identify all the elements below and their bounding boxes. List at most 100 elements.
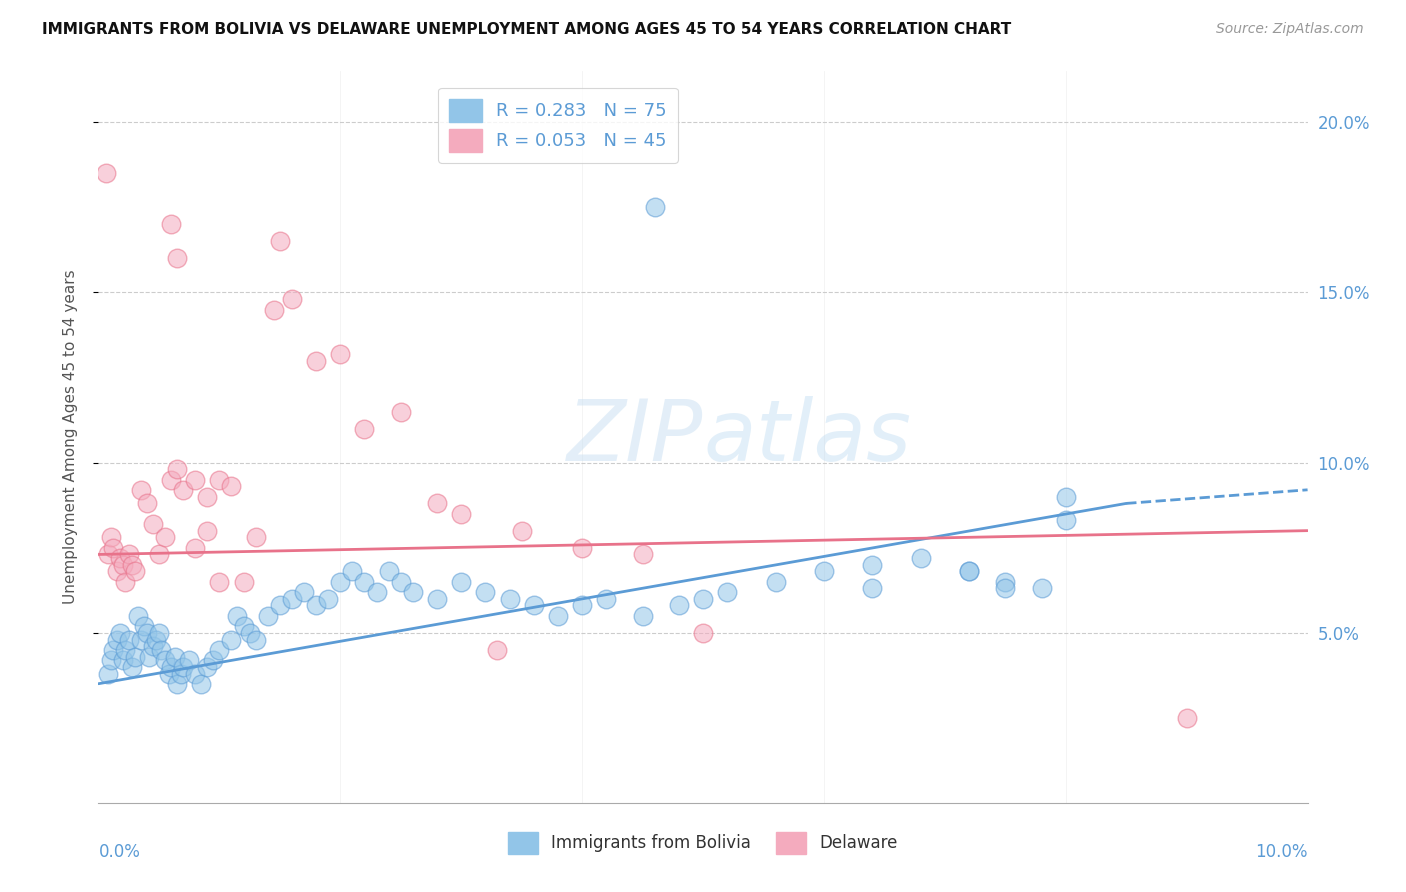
Point — [105, 632, 128, 647]
Point — [97, 548, 120, 562]
Point — [135, 625, 157, 640]
Point — [184, 473, 207, 487]
Point — [135, 496, 157, 510]
Point — [142, 640, 165, 654]
Point — [571, 541, 593, 555]
Point — [172, 659, 194, 673]
Point — [474, 585, 496, 599]
Point — [957, 565, 980, 579]
Point — [114, 642, 136, 657]
Point — [329, 574, 352, 589]
Point — [860, 558, 883, 572]
Point — [692, 625, 714, 640]
Point — [153, 531, 176, 545]
Point — [145, 632, 167, 647]
Point — [510, 524, 533, 538]
Text: ZIP: ZIP — [567, 395, 703, 479]
Point — [142, 516, 165, 531]
Point — [118, 548, 141, 562]
Text: IMMIGRANTS FROM BOLIVIA VS DELAWARE UNEMPLOYMENT AMONG AGES 45 TO 54 YEARS CORRE: IMMIGRANTS FROM BOLIVIA VS DELAWARE UNEM… — [42, 22, 1011, 37]
Point — [716, 585, 738, 599]
Point — [121, 558, 143, 572]
Point — [160, 473, 183, 487]
Point — [221, 632, 243, 647]
Point — [342, 565, 364, 579]
Point — [402, 585, 425, 599]
Text: 10.0%: 10.0% — [1256, 843, 1308, 861]
Point — [389, 404, 412, 418]
Point — [239, 625, 262, 640]
Point — [108, 550, 131, 565]
Point — [138, 649, 160, 664]
Point — [644, 201, 666, 215]
Point — [994, 582, 1017, 596]
Text: Source: ZipAtlas.com: Source: ZipAtlas.com — [1216, 22, 1364, 37]
Point — [153, 653, 176, 667]
Point — [124, 565, 146, 579]
Text: atlas: atlas — [703, 395, 911, 479]
Point — [668, 599, 690, 613]
Point — [108, 625, 131, 640]
Point — [245, 531, 267, 545]
Point — [232, 574, 254, 589]
Point — [523, 599, 546, 613]
Point — [426, 591, 449, 606]
Point — [129, 632, 152, 647]
Point — [547, 608, 569, 623]
Point — [163, 649, 186, 664]
Point — [305, 599, 328, 613]
Y-axis label: Unemployment Among Ages 45 to 54 years: Unemployment Among Ages 45 to 54 years — [63, 269, 77, 605]
Point — [316, 591, 339, 606]
Point — [184, 666, 207, 681]
Point — [1054, 513, 1077, 527]
Point — [269, 599, 291, 613]
Point — [195, 659, 218, 673]
Point — [957, 565, 980, 579]
Point — [101, 642, 124, 657]
Point — [157, 666, 180, 681]
Point — [426, 496, 449, 510]
Point — [292, 585, 315, 599]
Point — [129, 483, 152, 497]
Point — [134, 619, 156, 633]
Point — [190, 677, 212, 691]
Point — [329, 347, 352, 361]
Point — [631, 548, 654, 562]
Point — [226, 608, 249, 623]
Point — [486, 642, 509, 657]
Point — [101, 541, 124, 555]
Point — [179, 653, 201, 667]
Point — [169, 666, 191, 681]
Point — [124, 649, 146, 664]
Point — [692, 591, 714, 606]
Point — [305, 353, 328, 368]
Point — [208, 473, 231, 487]
Point — [281, 293, 304, 307]
Point — [166, 677, 188, 691]
Point — [389, 574, 412, 589]
Point — [595, 591, 617, 606]
Point — [150, 642, 173, 657]
Point — [450, 507, 472, 521]
Point — [100, 653, 122, 667]
Point — [202, 653, 225, 667]
Point — [245, 632, 267, 647]
Point — [1031, 582, 1053, 596]
Point — [377, 565, 399, 579]
Point — [450, 574, 472, 589]
Point — [353, 421, 375, 435]
Point — [860, 582, 883, 596]
Point — [813, 565, 835, 579]
Point — [148, 548, 170, 562]
Point — [118, 632, 141, 647]
Point — [208, 642, 231, 657]
Point — [114, 574, 136, 589]
Point — [366, 585, 388, 599]
Point — [232, 619, 254, 633]
Point — [281, 591, 304, 606]
Point — [631, 608, 654, 623]
Point — [353, 574, 375, 589]
Point — [269, 235, 291, 249]
Point — [160, 659, 183, 673]
Point — [765, 574, 787, 589]
